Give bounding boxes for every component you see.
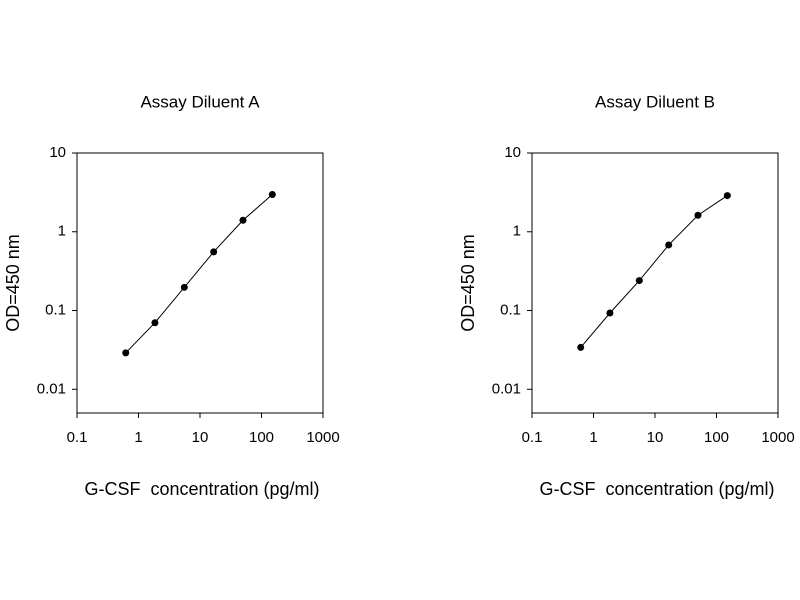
data-line [125,194,273,354]
data-point [635,277,643,285]
x-tick-label: 1 [134,429,142,446]
x-axis-label: G-CSF concentration (pg/ml) [539,479,774,499]
data-point [268,191,276,199]
x-tick-label: 10 [647,429,664,446]
x-tick-label: 1 [589,429,597,446]
x-tick-label: 0.1 [67,429,88,446]
x-tick-label: 100 [249,429,274,446]
data-point [210,248,218,256]
y-axis-label: OD=450 nm [458,234,478,332]
data-point [665,241,673,249]
x-axis-label: G-CSF concentration (pg/ml) [84,479,319,499]
y-axis-label: OD=450 nm [3,234,23,332]
chart-title: Assay Diluent A [140,92,260,111]
y-tick-label: 1 [58,223,66,240]
y-tick-label: 0.1 [500,301,521,318]
data-point [723,192,731,200]
data-line [580,195,728,348]
chart-title: Assay Diluent B [595,92,715,111]
data-point [122,349,130,357]
data-point [180,283,188,291]
data-point [694,211,702,219]
y-tick-label: 0.1 [45,301,66,318]
y-tick-label: 1 [513,223,521,240]
data-point [239,216,247,224]
x-tick-label: 10 [192,429,209,446]
x-tick-label: 1000 [761,429,794,446]
x-tick-label: 0.1 [522,429,543,446]
x-tick-label: 1000 [306,429,339,446]
data-point [606,309,614,317]
x-tick-label: 100 [704,429,729,446]
y-tick-label: 0.01 [37,380,66,397]
y-tick-label: 10 [49,144,66,161]
data-point [577,343,585,351]
y-tick-label: 10 [504,144,521,161]
data-point [151,319,159,327]
plot-frame [76,152,324,414]
y-tick-label: 0.01 [492,380,521,397]
plot-frame [531,152,779,414]
